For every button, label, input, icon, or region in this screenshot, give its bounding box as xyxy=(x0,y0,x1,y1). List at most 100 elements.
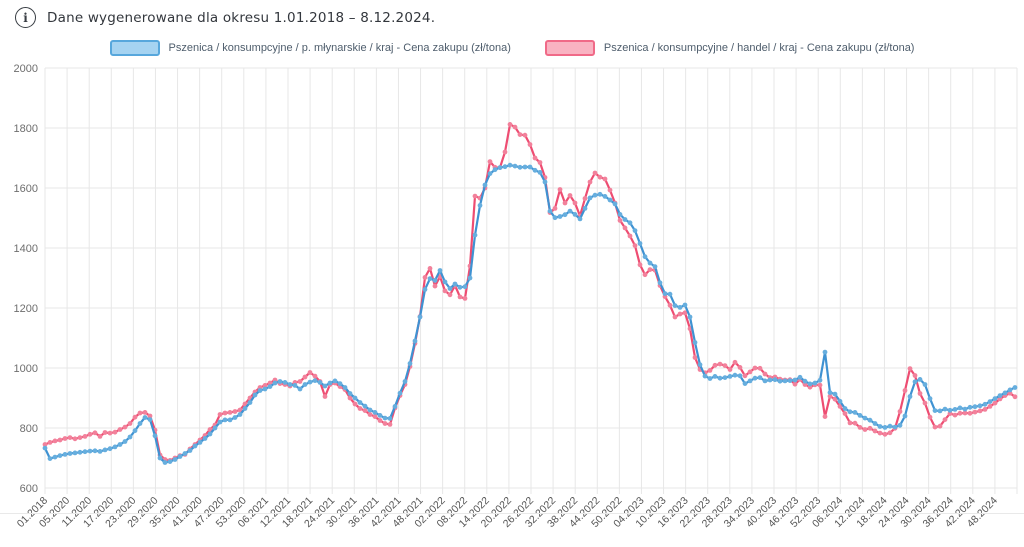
data-point[interactable] xyxy=(357,400,363,405)
data-point[interactable] xyxy=(207,431,213,437)
data-point[interactable] xyxy=(447,286,453,291)
data-point[interactable] xyxy=(527,164,533,170)
data-point[interactable] xyxy=(607,187,613,193)
data-point[interactable] xyxy=(297,379,303,384)
data-point[interactable] xyxy=(897,409,903,414)
data-point[interactable] xyxy=(872,428,878,434)
data-point[interactable] xyxy=(997,393,1003,398)
data-point[interactable] xyxy=(92,448,98,454)
info-icon[interactable]: i xyxy=(15,7,36,28)
data-point[interactable] xyxy=(72,436,78,442)
data-point[interactable] xyxy=(377,418,383,423)
data-point[interactable] xyxy=(982,407,988,412)
data-point[interactable] xyxy=(882,425,888,430)
data-point[interactable] xyxy=(62,452,68,457)
data-point[interactable] xyxy=(537,170,543,175)
data-point[interactable] xyxy=(592,170,598,176)
data-point[interactable] xyxy=(237,407,243,413)
data-point[interactable] xyxy=(307,379,313,385)
data-point[interactable] xyxy=(957,405,963,411)
data-point[interactable] xyxy=(697,362,703,368)
data-point[interactable] xyxy=(887,430,893,436)
data-point[interactable] xyxy=(397,390,403,396)
data-point[interactable] xyxy=(657,280,663,286)
data-point[interactable] xyxy=(92,430,98,436)
data-point[interactable] xyxy=(282,380,288,385)
data-point[interactable] xyxy=(907,366,913,371)
data-point[interactable] xyxy=(952,407,958,412)
data-point[interactable] xyxy=(42,445,48,451)
data-point[interactable] xyxy=(502,149,508,155)
data-point[interactable] xyxy=(432,283,438,289)
data-point[interactable] xyxy=(367,412,373,417)
data-point[interactable] xyxy=(72,450,78,456)
data-point[interactable] xyxy=(752,375,758,381)
data-point[interactable] xyxy=(62,436,68,441)
data-point[interactable] xyxy=(237,412,243,417)
data-point[interactable] xyxy=(802,378,808,384)
data-point[interactable] xyxy=(717,375,723,381)
data-point[interactable] xyxy=(152,433,158,439)
data-point[interactable] xyxy=(487,159,493,165)
data-point[interactable] xyxy=(477,203,483,208)
data-point[interactable] xyxy=(782,378,788,384)
data-point[interactable] xyxy=(192,443,198,449)
data-point[interactable] xyxy=(902,413,908,419)
data-point[interactable] xyxy=(102,447,108,453)
data-point[interactable] xyxy=(832,396,838,402)
data-point[interactable] xyxy=(757,375,763,380)
data-point[interactable] xyxy=(112,444,118,450)
data-point[interactable] xyxy=(857,425,863,430)
data-point[interactable] xyxy=(392,404,398,409)
data-point[interactable] xyxy=(582,196,588,201)
data-point[interactable] xyxy=(222,410,228,416)
data-point[interactable] xyxy=(347,391,353,396)
data-point[interactable] xyxy=(822,349,828,355)
data-point[interactable] xyxy=(932,408,938,413)
data-point[interactable] xyxy=(867,425,873,431)
data-point[interactable] xyxy=(572,200,578,206)
data-point[interactable] xyxy=(667,291,673,297)
data-point[interactable] xyxy=(967,410,973,416)
data-point[interactable] xyxy=(127,434,133,440)
data-point[interactable] xyxy=(567,208,573,214)
data-point[interactable] xyxy=(982,401,988,407)
data-point[interactable] xyxy=(407,361,413,366)
data-point[interactable] xyxy=(472,232,478,238)
data-point[interactable] xyxy=(692,340,698,345)
data-point[interactable] xyxy=(637,241,643,246)
data-point[interactable] xyxy=(97,449,103,454)
data-point[interactable] xyxy=(172,457,178,462)
data-point[interactable] xyxy=(592,192,598,198)
data-point[interactable] xyxy=(702,373,708,379)
data-point[interactable] xyxy=(217,419,223,425)
data-point[interactable] xyxy=(227,410,233,415)
data-point[interactable] xyxy=(447,292,453,298)
data-point[interactable] xyxy=(267,384,273,389)
data-point[interactable] xyxy=(82,449,88,455)
data-point[interactable] xyxy=(352,395,358,401)
data-point[interactable] xyxy=(202,436,208,441)
data-point[interactable] xyxy=(527,142,533,147)
data-point[interactable] xyxy=(547,208,553,214)
data-point[interactable] xyxy=(937,408,943,414)
data-point[interactable] xyxy=(877,430,883,436)
data-point[interactable] xyxy=(542,179,548,185)
data-point[interactable] xyxy=(347,395,353,401)
data-point[interactable] xyxy=(992,400,998,406)
data-point[interactable] xyxy=(327,380,333,386)
data-point[interactable] xyxy=(977,408,983,414)
data-point[interactable] xyxy=(792,381,798,387)
data-point[interactable] xyxy=(722,363,728,368)
data-point[interactable] xyxy=(762,378,768,384)
data-point[interactable] xyxy=(962,406,968,412)
data-point[interactable] xyxy=(442,288,448,294)
data-point[interactable] xyxy=(1012,394,1018,400)
data-point[interactable] xyxy=(87,448,93,454)
data-point[interactable] xyxy=(277,379,283,384)
data-point[interactable] xyxy=(827,393,833,399)
data-point[interactable] xyxy=(137,410,143,416)
data-point[interactable] xyxy=(522,164,528,170)
data-point[interactable] xyxy=(77,449,83,455)
data-point[interactable] xyxy=(307,370,313,375)
